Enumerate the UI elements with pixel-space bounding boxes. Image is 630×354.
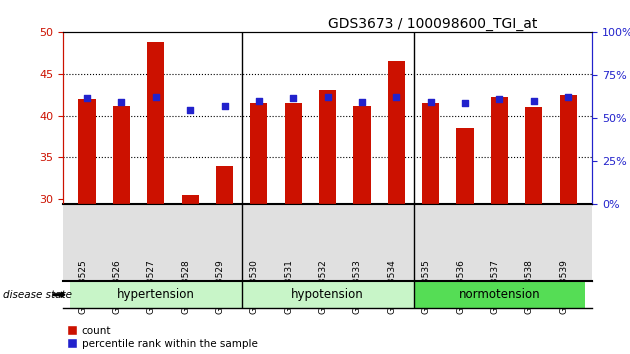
Bar [242,281,413,308]
Bar [422,103,439,204]
Text: normotension: normotension [459,288,541,301]
Point [117,99,127,105]
Point [219,104,229,109]
Bar [319,91,336,204]
Point [357,99,367,105]
Point [288,95,298,101]
Point [391,95,401,100]
Point [529,98,539,104]
Bar [79,99,96,204]
Point [495,96,505,102]
Text: GDS3673 / 100098600_TGI_at: GDS3673 / 100098600_TGI_at [328,17,537,31]
Bar [147,42,164,204]
Legend: count, percentile rank within the sample: count, percentile rank within the sample [68,326,258,349]
Text: hypotension: hypotension [291,288,364,301]
Bar [525,107,542,204]
Bar [387,61,405,204]
Bar [70,281,242,308]
Text: disease state: disease state [3,290,72,300]
Point [82,95,92,101]
Point [254,98,264,104]
Point [323,95,333,100]
Bar [491,97,508,204]
Bar [285,103,302,204]
Bar [216,166,233,204]
Point [151,95,161,100]
Bar [457,128,474,204]
Point [185,107,195,113]
Bar [413,281,585,308]
Point [426,99,436,105]
Text: hypertension: hypertension [117,288,195,301]
Bar [353,105,370,204]
Bar [559,95,576,204]
Point [460,100,470,106]
Bar [113,107,130,204]
Bar [250,103,268,204]
Point [563,95,573,100]
Bar [181,195,198,204]
